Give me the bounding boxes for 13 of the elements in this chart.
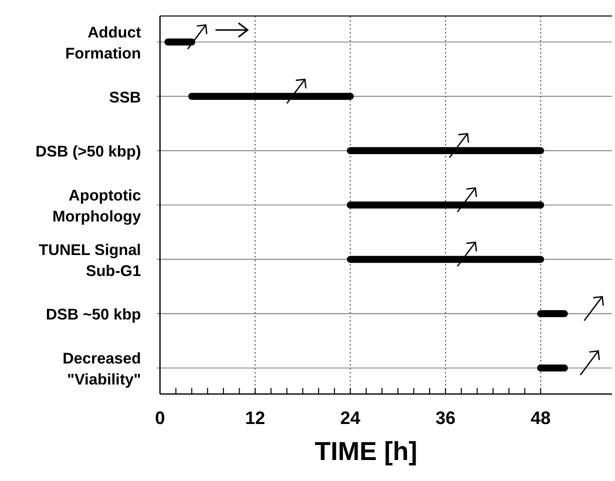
y-tick-label: DSB ~50 kbp [46,306,141,324]
x-tick-label: 12 [245,408,266,428]
y-tick-label: Apoptotic Morphology [52,188,142,226]
x-tick-label: 24 [340,408,360,428]
y-tick-label: SSB [109,89,141,106]
x-tick-label: 0 [154,408,166,428]
x-tick-label: 48 [530,408,551,428]
y-tick-label: TUNEL Signal Sub-G1 [38,242,142,280]
y-tick-label: DSB (>50 kbp) [35,144,141,161]
x-axis-title: TIME [h] [314,436,418,466]
x-tick-label: 36 [435,408,456,428]
y-tick-label: Decreased "Viability" [62,350,141,388]
y-tick-label: Adduct Formation [65,24,141,62]
